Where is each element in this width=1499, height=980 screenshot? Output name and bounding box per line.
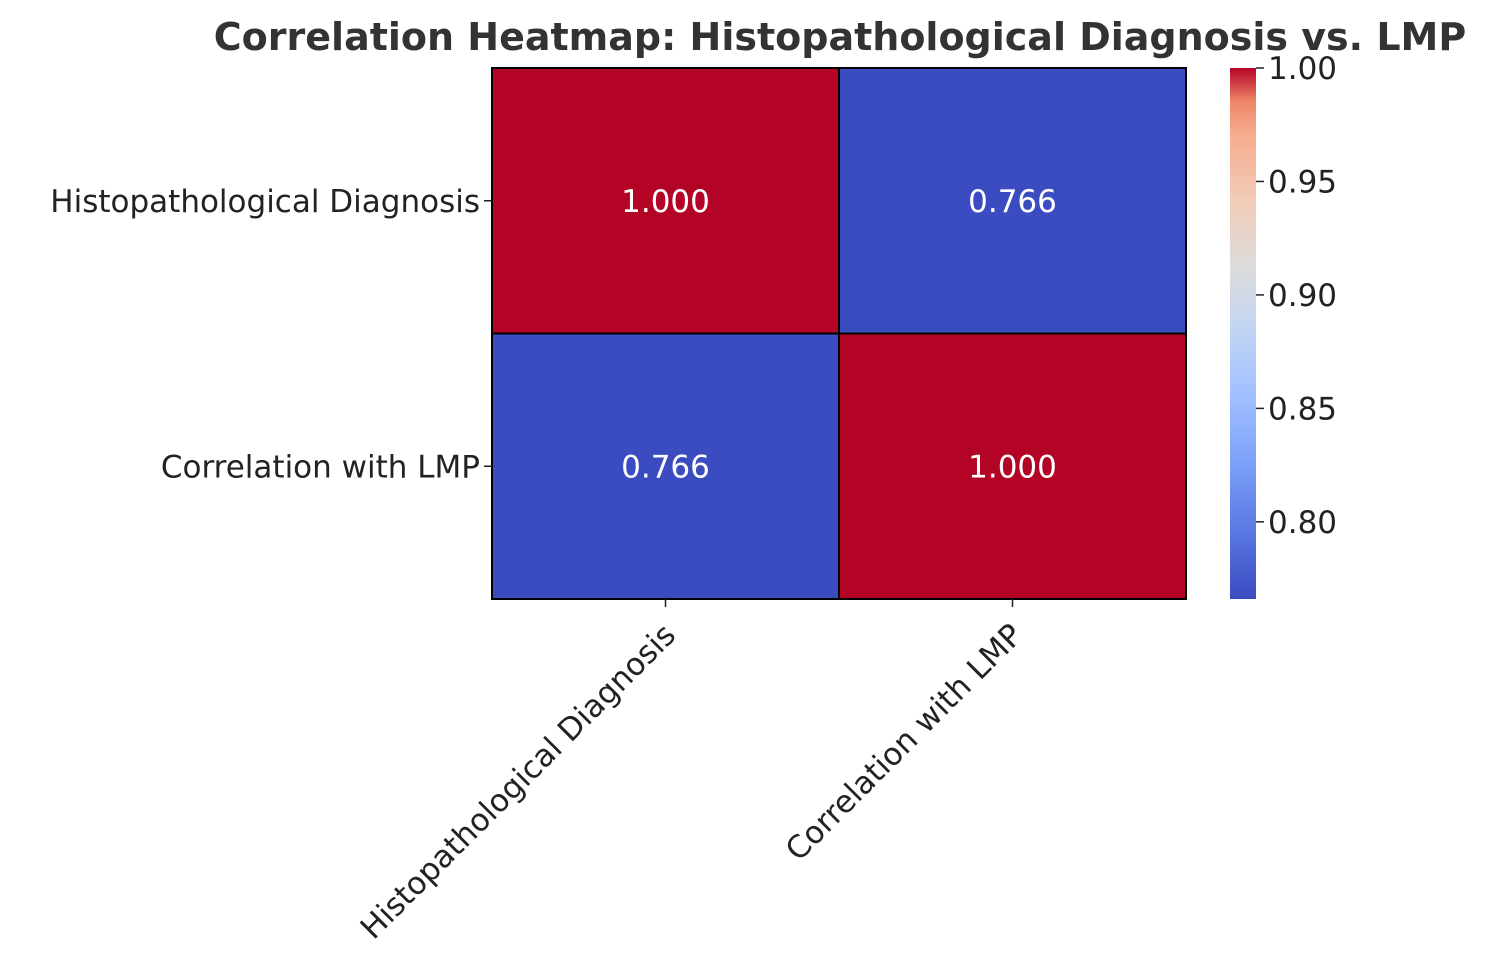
cell-value-label-r0-c1: 0.766 <box>968 184 1057 220</box>
colorbar-tick-label-0: 0.80 <box>1268 505 1337 541</box>
heatmap-cell-r0-c0 <box>491 67 840 335</box>
colorbar-ticks: 0.80 0.85 0.90 0.95 1.00 <box>1256 51 1337 541</box>
heatmap-cell-labels: 1.000 0.766 0.766 1.000 <box>621 184 1057 486</box>
y-tick-label-1: Correlation with LMP <box>161 449 480 485</box>
colorbar-tick-label-4: 1.00 <box>1268 51 1337 87</box>
x-tick-label-1: Correlation with LMP <box>779 617 1030 868</box>
x-axis-ticks: Histopathological Diagnosis Correlation w… <box>354 599 1030 946</box>
colorbar: 0.80 0.85 0.90 0.95 1.00 <box>1230 51 1337 599</box>
cell-value-label-r1-c0: 0.766 <box>621 449 710 485</box>
x-tick-label-0: Histopathological Diagnosis <box>354 617 683 946</box>
heatmap-cell-r1-c0 <box>491 332 840 600</box>
cell-value-label-r0-c0: 1.000 <box>621 184 710 220</box>
heatmap-cell-r1-c1 <box>838 332 1187 600</box>
y-tick-label-0: Histopathological Diagnosis <box>50 184 480 220</box>
heatmap-cells <box>491 67 1187 600</box>
heatmap-cell-r0-c1 <box>838 67 1187 335</box>
y-axis-ticks: Histopathological Diagnosis Correlation w… <box>50 184 492 485</box>
colorbar-tick-label-1: 0.85 <box>1268 391 1337 427</box>
cell-value-label-r1-c1: 1.000 <box>968 449 1057 485</box>
colorbar-tick-label-3: 0.95 <box>1268 164 1337 200</box>
chart-title: Correlation Heatmap: Histopathological D… <box>214 15 1466 59</box>
colorbar-gradient <box>1230 68 1256 599</box>
colorbar-tick-label-2: 0.90 <box>1268 278 1337 314</box>
